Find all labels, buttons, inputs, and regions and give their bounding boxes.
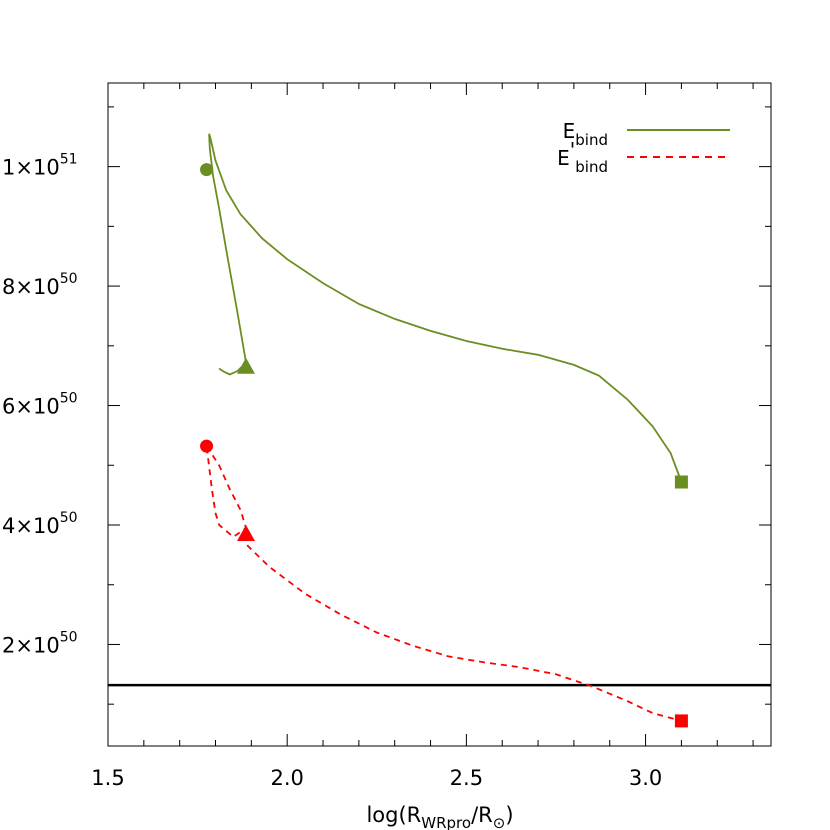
- y-tick-label: 1×1051: [2, 152, 78, 180]
- legend-prime: ': [570, 138, 576, 162]
- axis-ticks: [107, 83, 771, 746]
- x-label-mid: /R: [471, 803, 493, 827]
- y-tick-mantissa: 6×10: [2, 395, 60, 419]
- marker-circle: [200, 439, 214, 453]
- x-label-sun: ⊙: [493, 814, 506, 830]
- legend-base: E: [563, 119, 576, 143]
- series-layer: [108, 133, 771, 722]
- y-tick-exponent: 50: [60, 510, 78, 526]
- y-tick-exponent: 50: [60, 391, 78, 407]
- series-line-0-b: [208, 133, 683, 483]
- x-label-main: log(R: [366, 803, 421, 827]
- x-axis-label: log(RWRpro/R⊙): [366, 803, 513, 830]
- marker-triangle: [236, 357, 255, 374]
- x-label-end: ): [505, 803, 513, 827]
- y-tick-label: 8×1050: [2, 271, 78, 299]
- x-tick-label: 2.5: [450, 766, 483, 790]
- y-tick-label: 6×1050: [2, 391, 78, 419]
- y-tick-mantissa: 4×10: [2, 514, 60, 538]
- y-tick-label: 4×1050: [2, 510, 78, 538]
- y-tick-label: 2×1050: [2, 629, 78, 657]
- marker-square: [674, 475, 688, 489]
- series-line-1-b: [245, 533, 682, 722]
- marker-triangle: [236, 524, 255, 541]
- legend-sub: bind: [575, 158, 608, 176]
- legend-base: E: [557, 146, 570, 170]
- x-tick-labels: 1.5 2.0 2.5 3.0: [91, 766, 662, 790]
- x-tick-label: 1.5: [91, 766, 124, 790]
- y-tick-mantissa: 2×10: [2, 633, 60, 657]
- legend-sub: bind: [575, 131, 608, 149]
- y-tick-mantissa: 1×10: [2, 156, 60, 180]
- x-label-sub: WRpro: [421, 814, 471, 830]
- marker-circle: [200, 163, 214, 177]
- y-tick-exponent: 51: [60, 152, 78, 168]
- marker-square: [674, 714, 688, 728]
- y-tick-mantissa: 8×10: [2, 275, 60, 299]
- x-tick-label: 2.0: [270, 766, 303, 790]
- x-tick-label: 3.0: [629, 766, 662, 790]
- legend-label: E'bind: [557, 138, 608, 176]
- y-tick-exponent: 50: [60, 629, 78, 645]
- plot-frame: [107, 82, 772, 747]
- y-tick-exponent: 50: [60, 271, 78, 287]
- legend-label: Ebind: [563, 119, 608, 149]
- marker-layer: [200, 163, 688, 728]
- series-line-1-a: [205, 445, 248, 539]
